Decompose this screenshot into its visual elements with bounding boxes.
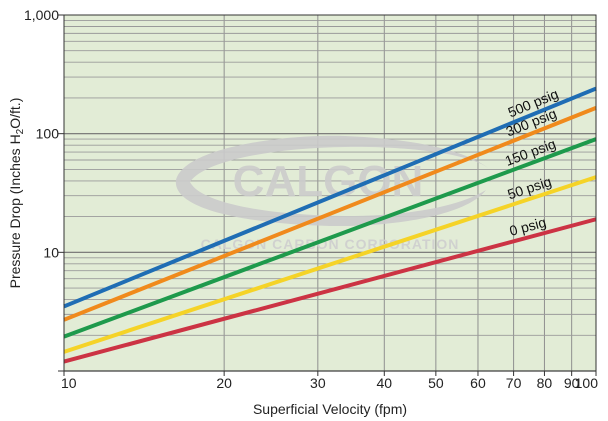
x-tick-label: 20 [216,375,232,391]
y-axis-title-prefix: Pressure Drop (Inches H [7,134,23,288]
x-axis-title: Superficial Velocity (fpm) [253,401,407,417]
y-tick-label: 10 [43,244,59,260]
series-line [63,217,597,364]
y-axis-title-subscript: 2 [15,128,26,134]
series-line [63,106,597,322]
series-line [63,137,597,339]
plot-background [64,15,596,371]
y-tick-labels: 10 100 1,000 [24,7,59,260]
y-axis-title-suffix: O/ft.) [7,98,23,129]
x-tick-label: 80 [537,375,553,391]
x-tick-label: 70 [506,375,522,391]
x-tick-label: 50 [428,375,444,391]
y-tick-label: 1,000 [24,7,59,23]
x-tick-label: 90 [564,375,580,391]
series-lines [63,86,597,364]
x-tick-label: 30 [310,375,326,391]
plot-border [63,14,597,372]
x-tick-label: 10 [61,375,77,391]
x-tick-label: 100 [575,375,599,391]
series-line [63,175,597,354]
axis-ticks [58,14,597,376]
x-tick-label: 40 [377,375,393,391]
x-tick-label: 60 [470,375,486,391]
y-tick-label: 100 [36,126,60,142]
y-axis-title: Pressure Drop (Inches H2O/ft.) [7,98,26,289]
series-line [63,86,597,309]
